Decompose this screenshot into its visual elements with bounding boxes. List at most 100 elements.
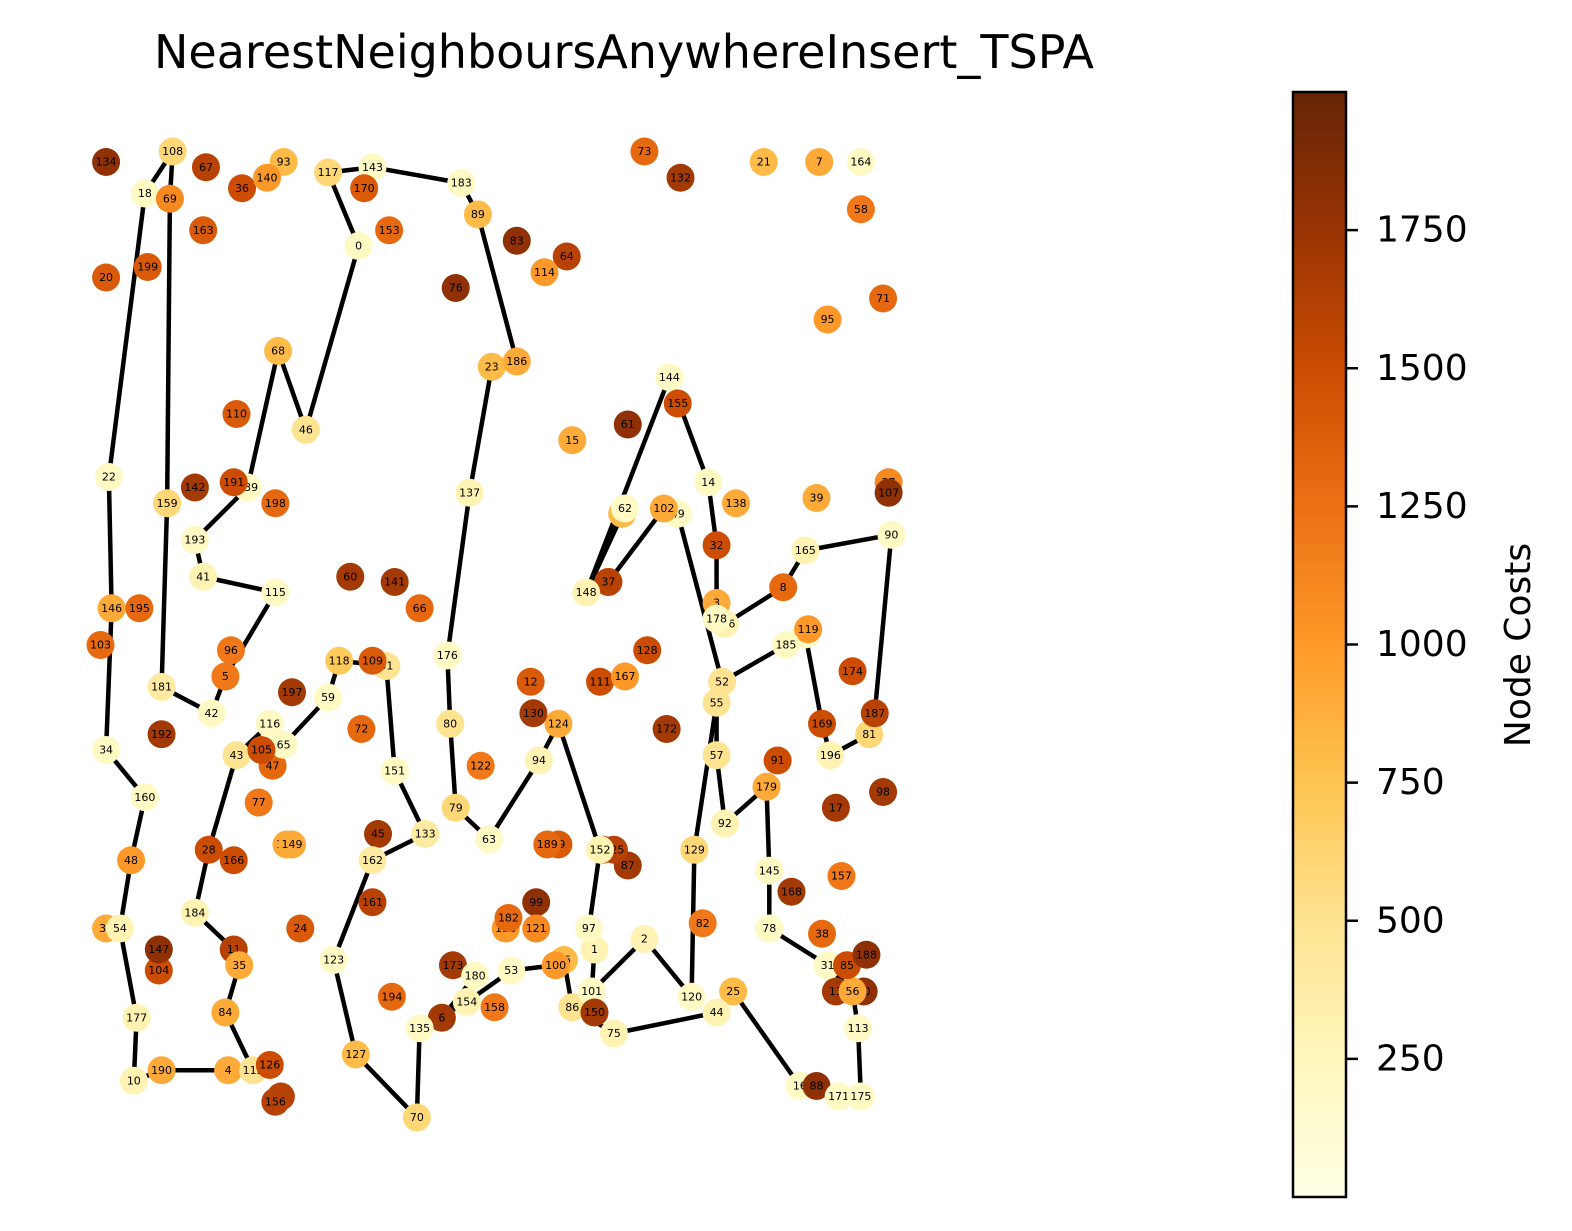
node-marker <box>191 153 220 182</box>
node-4: 4 <box>214 1056 243 1085</box>
node-label: 17 <box>829 801 843 814</box>
node-marker <box>630 925 659 953</box>
node-marker <box>402 1103 431 1132</box>
node-label: 69 <box>163 192 177 205</box>
node-label: 191 <box>223 476 244 489</box>
node-label: 157 <box>831 870 852 883</box>
node-marker <box>821 793 850 822</box>
node-label: 57 <box>710 749 724 762</box>
node-marker <box>480 993 509 1022</box>
node-188: 188 <box>852 940 881 969</box>
node-28: 28 <box>194 835 223 864</box>
route-edge-49-52 <box>675 511 725 684</box>
node-marker <box>92 736 121 764</box>
node-label: 94 <box>532 754 546 767</box>
node-marker <box>436 709 465 738</box>
node-38: 38 <box>808 919 837 948</box>
node-119: 119 <box>794 615 823 644</box>
node-8: 8 <box>769 573 798 602</box>
node-81: 81 <box>855 720 884 749</box>
node-marker <box>852 940 881 969</box>
route-edge-54-177 <box>117 926 139 1020</box>
node-marker <box>755 914 784 943</box>
node-label: 175 <box>850 1090 871 1103</box>
node-marker <box>291 415 320 444</box>
node-94: 94 <box>524 746 553 775</box>
node-label: 23 <box>485 360 499 373</box>
node-label: 41 <box>196 570 210 583</box>
node-marker <box>255 1051 284 1079</box>
node-72: 72 <box>347 715 376 743</box>
node-157: 157 <box>827 862 856 890</box>
node-21: 21 <box>749 148 778 176</box>
node-101: 101 <box>577 977 606 1006</box>
node-45: 45 <box>364 820 393 848</box>
route-edge-79-80 <box>447 721 458 810</box>
node-118: 118 <box>325 646 354 675</box>
node-marker <box>497 956 526 985</box>
node-marker <box>261 578 290 607</box>
node-41: 41 <box>189 562 218 591</box>
node-194: 194 <box>377 982 406 1011</box>
node-20: 20 <box>92 263 121 292</box>
node-marker <box>755 856 784 885</box>
node-label: 79 <box>449 801 463 814</box>
route-edge-123-127 <box>331 957 359 1057</box>
node-marker <box>433 641 462 670</box>
route-edge-179-145 <box>764 784 772 873</box>
node-65: 65 <box>269 730 298 759</box>
node-marker <box>519 699 548 728</box>
node-175: 175 <box>846 1082 875 1111</box>
node-marker <box>144 935 173 964</box>
node-130: 130 <box>519 699 548 728</box>
route-edge-40-169 <box>803 632 825 726</box>
node-label: 61 <box>621 418 635 431</box>
node-100: 100 <box>541 951 570 980</box>
node-171: 171 <box>824 1082 853 1111</box>
node-label: 189 <box>537 838 558 851</box>
node-label: 103 <box>90 639 111 652</box>
node-marker <box>586 835 615 864</box>
node-label: 192 <box>151 728 172 741</box>
node-label: 174 <box>842 665 863 678</box>
route-edge-18-22 <box>106 191 148 480</box>
node-label: 144 <box>659 371 680 384</box>
node-marker <box>502 226 531 255</box>
node-marker <box>860 699 889 728</box>
node-marker <box>427 1003 456 1032</box>
node-183: 183 <box>447 169 476 197</box>
node-181: 181 <box>147 673 176 701</box>
node-marker <box>530 258 559 287</box>
route-edge-183-143 <box>370 165 464 186</box>
node-160: 160 <box>130 783 159 812</box>
node-134: 134 <box>92 148 121 176</box>
node-138: 138 <box>722 489 750 518</box>
node-111: 111 <box>586 667 615 696</box>
node-label: 71 <box>876 292 890 305</box>
node-label: 82 <box>696 917 710 930</box>
node-label: 5 <box>222 670 229 683</box>
node-label: 137 <box>459 486 480 499</box>
node-label: 14 <box>701 476 715 489</box>
node-label: 99 <box>529 896 543 909</box>
node-label: 32 <box>710 539 724 552</box>
node-7: 7 <box>805 148 834 176</box>
node-marker <box>180 526 209 554</box>
node-marker <box>286 914 315 943</box>
node-label: 89 <box>471 208 485 221</box>
node-98: 98 <box>869 778 898 806</box>
node-marker <box>125 594 154 623</box>
node-91: 91 <box>763 746 792 775</box>
node-marker <box>194 835 223 864</box>
node-132: 132 <box>666 163 695 192</box>
node-marker <box>702 688 731 717</box>
colorbar-gradient <box>1291 90 1348 1199</box>
node-label: 138 <box>726 497 747 510</box>
node-22: 22 <box>94 463 123 491</box>
node-marker <box>447 169 476 197</box>
route-edge-25-16 <box>730 989 803 1089</box>
node-6: 6 <box>427 1003 456 1032</box>
node-label: 186 <box>506 355 527 368</box>
node-label: 0 <box>355 240 362 253</box>
node-133: 133 <box>411 820 440 848</box>
